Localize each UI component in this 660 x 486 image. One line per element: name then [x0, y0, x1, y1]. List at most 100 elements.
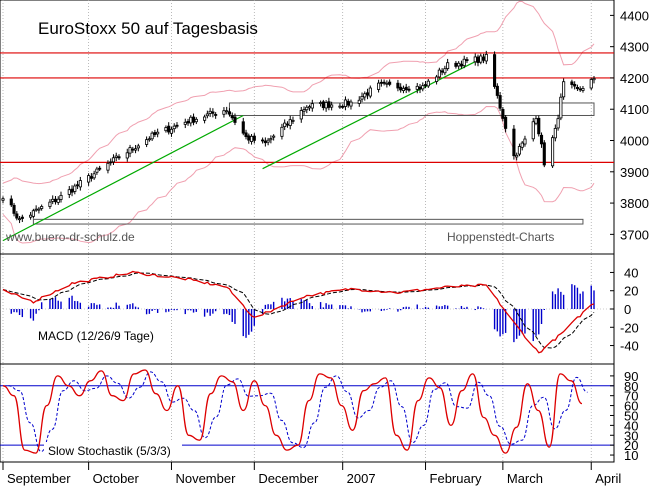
candle-body — [517, 146, 521, 155]
macd-signal-line — [2, 272, 595, 349]
candle-body — [343, 99, 348, 107]
candle-body — [573, 83, 577, 87]
candle-body — [147, 138, 151, 141]
candle-body — [59, 194, 63, 200]
stoch-tick-label: 30 — [624, 428, 638, 443]
candle-body — [131, 148, 135, 151]
candle-body — [363, 93, 367, 98]
macd-tick-label: 20 — [624, 284, 638, 299]
macd-histogram — [10, 284, 595, 343]
candle-body — [396, 82, 400, 89]
candle-body — [249, 135, 254, 142]
month-label-5: February — [430, 471, 483, 486]
price-tick-label: 4100 — [620, 102, 649, 117]
candle-body — [421, 85, 425, 90]
candle-body — [437, 69, 441, 78]
price-panel: 3700 3800 3900 4000 4100 4200 4300 4400 EuroSto… — [0, 0, 649, 462]
candle-body — [553, 128, 557, 139]
candle-body — [443, 68, 447, 74]
candle-body — [484, 53, 488, 62]
candle-body — [106, 162, 110, 171]
candle-body — [194, 118, 198, 123]
candle-body — [562, 81, 566, 98]
candle-body — [559, 96, 563, 119]
candle-body — [537, 117, 541, 135]
candle-body — [360, 95, 364, 100]
candle-body — [495, 85, 499, 96]
candle-body — [476, 56, 480, 63]
candle-body — [454, 62, 458, 67]
candle-body — [324, 102, 328, 109]
candle-body — [407, 88, 411, 91]
price-tick-label: 4200 — [620, 71, 649, 86]
candle-body — [280, 126, 284, 137]
candle-body — [446, 62, 450, 69]
candle-body — [504, 116, 508, 129]
candle-body — [175, 124, 179, 127]
price-tick-label: 3700 — [620, 227, 649, 242]
bollinger-lower — [2, 105, 595, 244]
candle-body — [76, 184, 80, 187]
price-tick-label: 4400 — [620, 8, 649, 23]
candle-body — [501, 109, 505, 119]
stoch-tick-label: 80 — [624, 379, 638, 394]
candle-body — [379, 81, 383, 84]
macd-lines — [2, 270, 595, 354]
candle-body — [291, 119, 295, 122]
macd-line — [2, 270, 595, 354]
candle-body — [435, 76, 439, 82]
candle-body — [214, 114, 218, 116]
candle-body — [109, 161, 113, 164]
candle-body — [227, 111, 232, 115]
candle-body — [321, 101, 325, 109]
candle-body — [9, 198, 13, 206]
candle-body — [512, 128, 516, 157]
price-candles — [1, 50, 596, 224]
candle-body — [20, 216, 24, 219]
candle-body — [473, 56, 477, 63]
candle-body — [388, 81, 392, 85]
candle-body — [556, 118, 560, 129]
candle-body — [56, 198, 60, 203]
candle-body — [233, 116, 237, 123]
candle-body — [283, 122, 287, 128]
candle-body — [462, 58, 466, 67]
candle-body — [385, 82, 389, 85]
candle-body — [418, 86, 422, 90]
x-axis: September October November December 2007 Febr… — [2, 462, 621, 486]
candle-body — [272, 135, 276, 138]
candle-body — [247, 135, 251, 141]
candle-body — [365, 92, 370, 96]
candle-body — [423, 84, 428, 86]
candle-body — [98, 167, 102, 170]
candle-body — [570, 81, 574, 85]
candle-body — [78, 180, 82, 188]
trendline — [2, 114, 244, 242]
candle-body — [169, 128, 174, 134]
candle-body — [1, 198, 5, 201]
month-label-6: March — [507, 471, 543, 486]
stoch-tick-label: 10 — [624, 448, 638, 463]
candle-body — [34, 208, 38, 211]
candle-body — [551, 137, 555, 167]
stoch-k-line — [2, 369, 583, 454]
candle-body — [244, 132, 248, 137]
candle-body — [415, 85, 419, 90]
candle-body — [117, 156, 121, 159]
candle-body — [136, 145, 140, 149]
candle-body — [261, 139, 265, 142]
candle-body — [29, 214, 33, 218]
candle-body — [145, 139, 149, 145]
month-label-0: September — [7, 471, 71, 486]
candle-body — [128, 147, 132, 154]
candle-body — [172, 125, 176, 130]
range-box — [32, 218, 584, 225]
candle-body — [111, 157, 116, 163]
candle-body — [18, 218, 22, 221]
candle-body — [183, 121, 187, 125]
macd-tick-label: 0 — [624, 302, 631, 317]
candle-body — [191, 116, 196, 123]
